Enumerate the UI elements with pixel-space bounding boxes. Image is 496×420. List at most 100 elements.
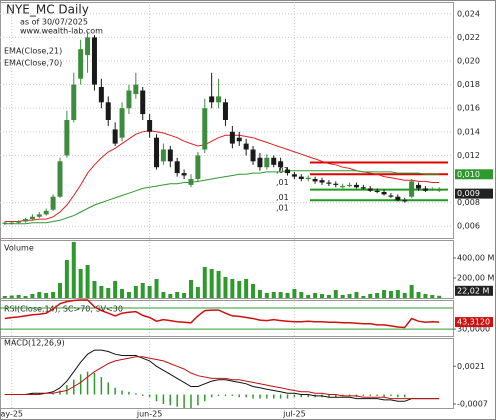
- volume-bar: [388, 291, 393, 298]
- volume-bar: [306, 295, 311, 298]
- volume-bar: [16, 295, 21, 298]
- candle-body: [388, 195, 394, 197]
- candle-body: [98, 86, 104, 103]
- volume-bar: [71, 242, 76, 298]
- candle-body: [181, 173, 187, 176]
- volume-bar: [113, 281, 118, 298]
- x-tick-label: ay-25: [0, 410, 23, 419]
- panel-title: Volume: [4, 244, 34, 253]
- y-tick-label: 0,0021: [457, 362, 485, 371]
- candle-body: [360, 187, 366, 189]
- candle-body: [367, 188, 373, 191]
- volume-bar: [264, 293, 269, 298]
- volume-bar: [51, 292, 56, 298]
- last-price-label: 0,009: [457, 189, 480, 198]
- candle-body: [305, 177, 311, 179]
- candle-body: [222, 102, 228, 120]
- macd-line: [4, 349, 440, 402]
- volume-bar: [126, 292, 131, 298]
- candle-body: [416, 184, 422, 189]
- candle-body: [312, 179, 318, 182]
- candle-body: [188, 179, 194, 185]
- candle-body: [333, 183, 339, 185]
- panel: [0, 300, 454, 337]
- volume-bar: [120, 289, 125, 298]
- candle-body: [271, 157, 277, 165]
- volume-bar: [333, 290, 338, 298]
- candle-body: [91, 37, 97, 85]
- volume-bar: [30, 294, 35, 298]
- candle-body: [147, 120, 153, 132]
- volume-bar: [354, 292, 359, 298]
- volume-bar: [175, 292, 180, 298]
- candle-body: [105, 102, 111, 120]
- candle-body: [409, 181, 415, 197]
- y-tick-label: -0,0007: [457, 399, 488, 408]
- volume-bar: [395, 290, 400, 298]
- panel: [0, 2, 454, 239]
- last-rsi-label: 43,3120: [457, 318, 490, 327]
- panel-title: MACD(12,26,9): [4, 339, 65, 348]
- volume-bar: [437, 295, 442, 298]
- volume-bar: [64, 260, 69, 298]
- volume-bar: [340, 295, 345, 298]
- candle-body: [243, 143, 249, 150]
- candle-body: [36, 214, 42, 217]
- volume-bar: [209, 269, 214, 298]
- candle-body: [250, 149, 256, 162]
- y-tick-label: 0,024: [457, 9, 480, 18]
- candle-body: [216, 96, 222, 103]
- source: www.wealth-lab.com: [20, 27, 103, 36]
- volume-bar: [223, 277, 228, 298]
- volume-bar: [44, 293, 49, 298]
- candle-body: [195, 155, 201, 179]
- volume-bar: [375, 293, 380, 298]
- candle-body: [43, 210, 49, 215]
- volume-bar: [99, 286, 104, 298]
- candle-body: [23, 219, 29, 222]
- volume-bar: [416, 292, 421, 298]
- y-tick-label: 0,020: [457, 57, 480, 66]
- candle-body: [2, 222, 8, 224]
- volume-bar: [402, 293, 407, 298]
- candle-body: [202, 108, 208, 150]
- candle-body: [112, 129, 118, 144]
- candle-body: [85, 37, 91, 56]
- candle-body: [229, 131, 235, 144]
- candle-body: [154, 137, 160, 168]
- legend-entry: EMA(Close,21): [4, 47, 62, 56]
- volume-bar: [182, 293, 187, 298]
- candle-body: [374, 190, 380, 192]
- volume-bar: [409, 285, 414, 298]
- volume-bar: [244, 279, 249, 298]
- candle-body: [319, 180, 325, 183]
- candle-body: [126, 90, 132, 109]
- volume-bar: [37, 292, 42, 298]
- volume-bar: [92, 281, 97, 298]
- volume-bar: [85, 265, 90, 298]
- candle-body: [278, 161, 284, 168]
- candle-body: [347, 184, 353, 187]
- candle-body: [64, 120, 70, 156]
- x-tick-label: jul-25: [282, 410, 306, 419]
- last-volume-label-box: [455, 285, 493, 296]
- y-tick-label: 0,022: [457, 33, 480, 42]
- last-value-label-box: [455, 169, 493, 180]
- candle-body: [429, 189, 435, 191]
- panel-title: RSI(Close,14), SC>70, SV<30: [4, 305, 123, 314]
- volume-bar: [285, 293, 290, 298]
- chart-title: NYE_MC Daily: [6, 3, 89, 17]
- last-price-label-box: [455, 188, 493, 199]
- candle-body: [71, 84, 77, 120]
- volume-bar: [133, 286, 138, 298]
- volume-bar: [168, 294, 173, 298]
- volume-bar: [23, 296, 28, 298]
- volume-bar: [251, 284, 256, 298]
- volume-bar: [57, 283, 62, 298]
- candle-body: [264, 157, 270, 168]
- y-tick-label: 0,018: [457, 80, 480, 89]
- volume-bar: [382, 290, 387, 298]
- volume-bar: [257, 290, 262, 298]
- volume-bar: [202, 267, 207, 298]
